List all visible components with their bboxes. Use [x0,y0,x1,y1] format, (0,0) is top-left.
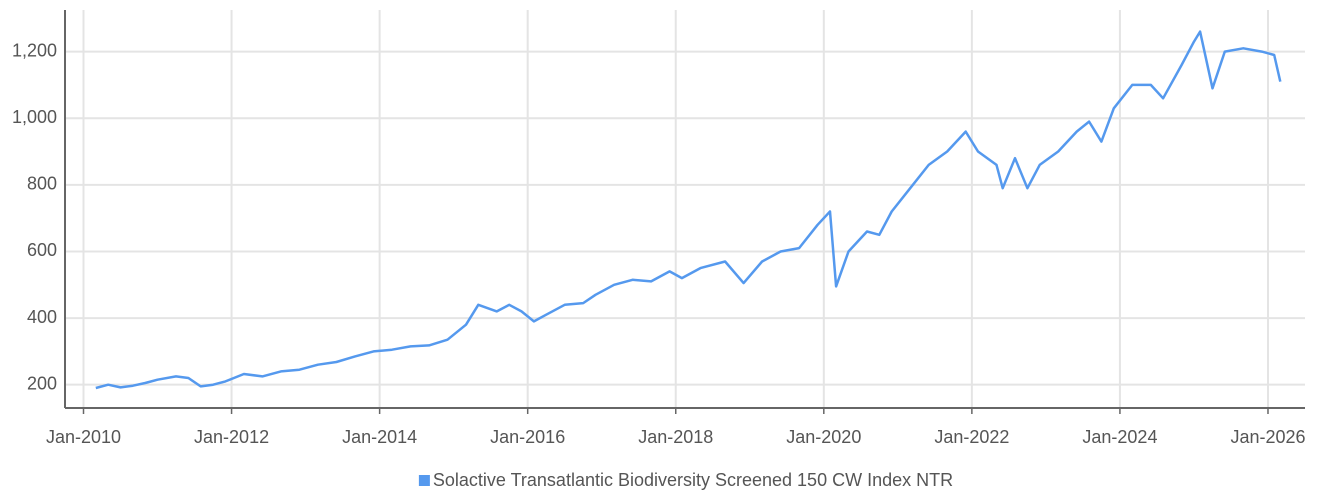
y-tick-label: 800 [27,174,57,194]
x-tick-label: Jan-2026 [1230,427,1305,447]
x-tick-label: Jan-2014 [342,427,417,447]
x-tick-label: Jan-2012 [194,427,269,447]
x-tick-label: Jan-2020 [786,427,861,447]
x-tick-label: Jan-2010 [46,427,121,447]
x-tick-label: Jan-2022 [934,427,1009,447]
y-tick-label: 1,000 [12,107,57,127]
series-line [95,30,1282,390]
x-tick-label: Jan-2018 [638,427,713,447]
legend-label: Solactive Transatlantic Biodiversity Scr… [433,470,953,490]
legend-swatch [418,475,430,486]
x-tick-label: Jan-2024 [1082,427,1157,447]
y-tick-label: 200 [27,373,57,393]
y-tick-label: 400 [27,307,57,327]
x-tick-label: Jan-2016 [490,427,565,447]
y-tick-label: 1,200 [12,40,57,60]
y-tick-label: 600 [27,240,57,260]
